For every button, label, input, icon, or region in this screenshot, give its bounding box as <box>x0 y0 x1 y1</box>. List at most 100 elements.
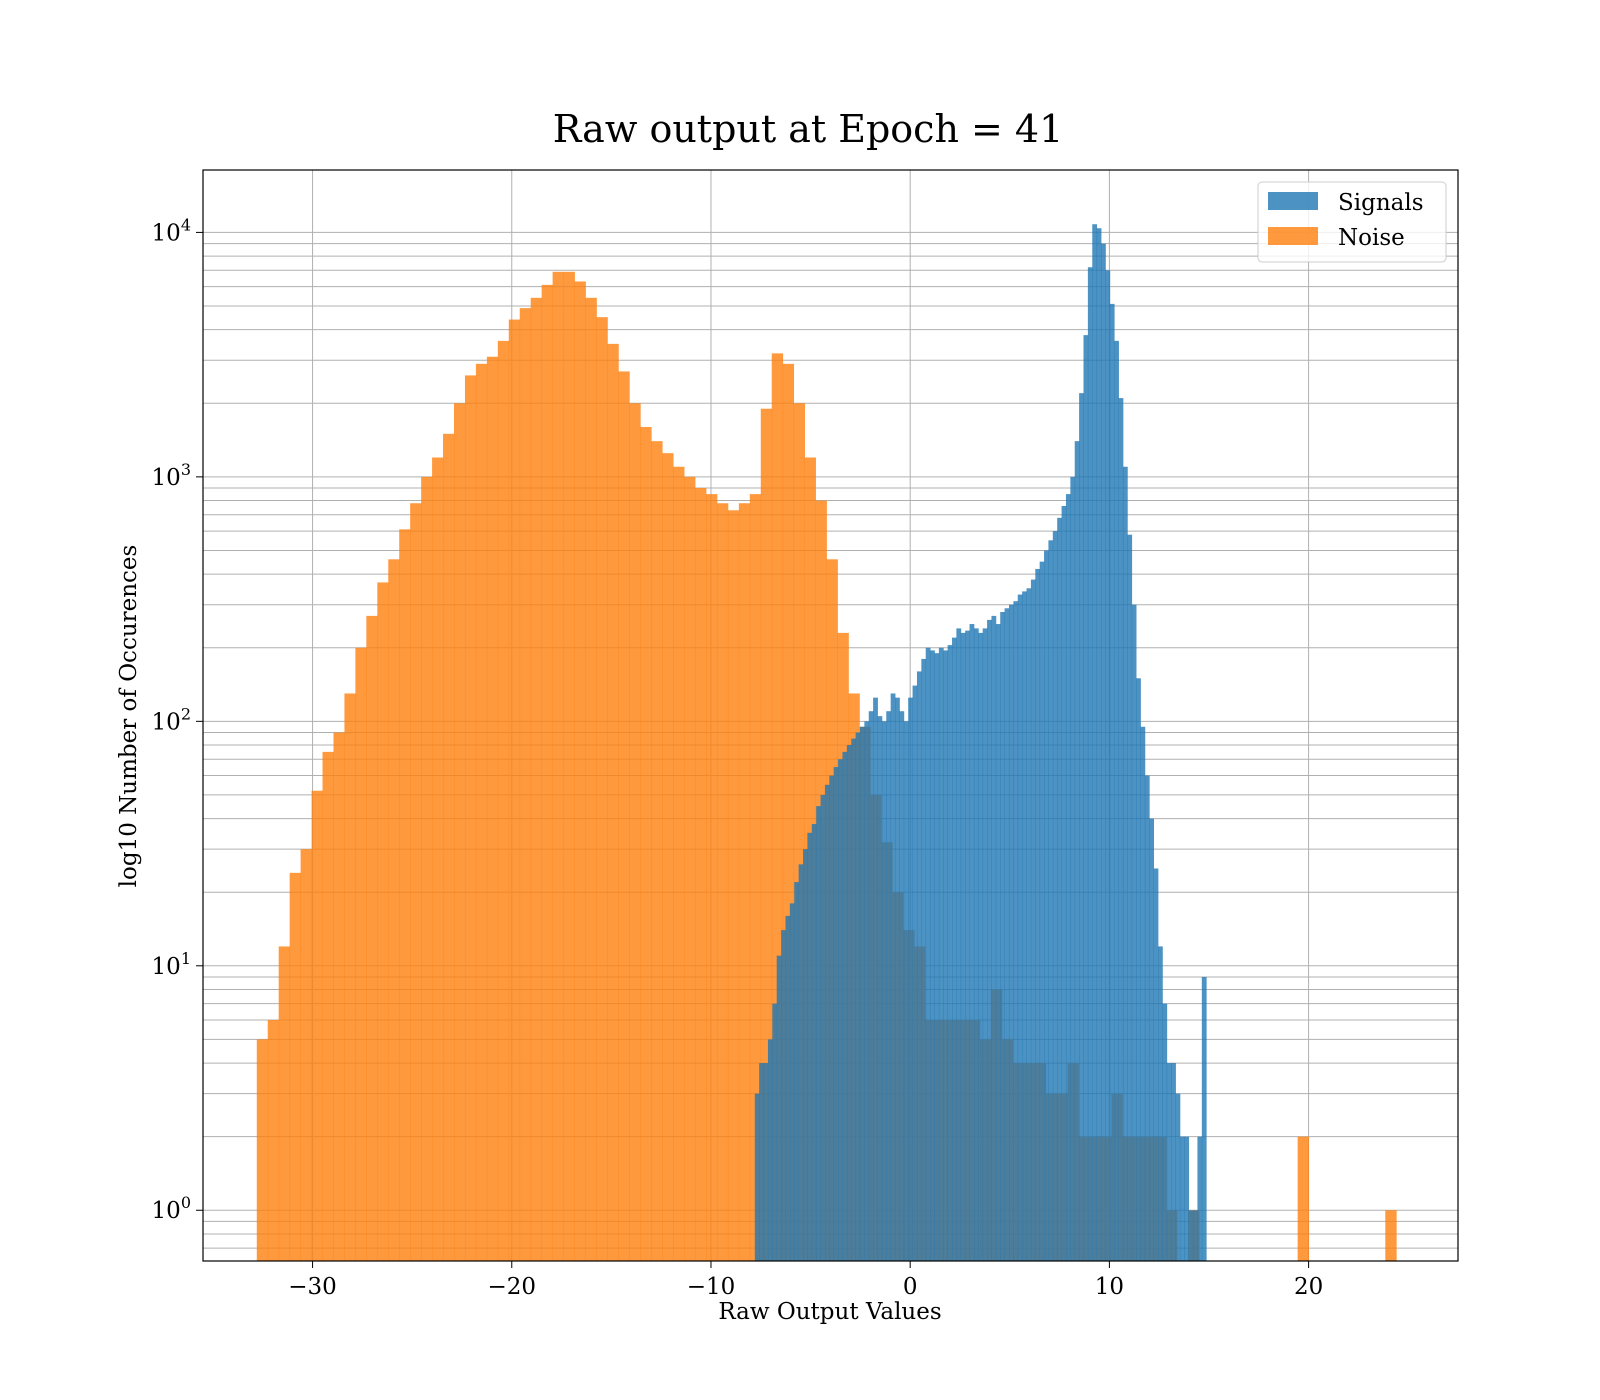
series-group <box>256 224 1397 1262</box>
signals-bar <box>1065 494 1071 1262</box>
noise-bar <box>519 308 532 1261</box>
y-tick-exponent: 4 <box>181 215 191 234</box>
noise-bar <box>443 433 455 1262</box>
x-tick-label: 10 <box>1095 1274 1124 1300</box>
chart-title: Raw output at Epoch = 41 <box>553 107 1064 151</box>
signals-bar <box>881 721 887 1261</box>
y-tick-base: 10 <box>152 465 181 491</box>
signals-bar <box>1008 604 1014 1261</box>
signals-bar <box>811 824 817 1261</box>
y-tick-exponent: 0 <box>181 1193 191 1212</box>
signals-bar <box>1083 335 1089 1262</box>
noise-bar <box>497 340 510 1261</box>
signals-bar <box>952 637 957 1261</box>
signals-bar <box>1149 818 1155 1261</box>
signals-bar <box>842 751 848 1261</box>
signals-bar <box>903 721 909 1261</box>
noise-bar <box>760 408 773 1262</box>
noise-bar <box>486 356 499 1261</box>
noise-bar <box>563 271 575 1261</box>
signals-bar <box>754 1093 760 1261</box>
noise-bar <box>552 271 564 1261</box>
noise-bar <box>278 946 291 1261</box>
noise-bar <box>574 281 586 1262</box>
signals-bar <box>1074 441 1080 1262</box>
signals-bar <box>916 671 922 1261</box>
signals-bar <box>1197 1136 1203 1261</box>
signals-bar <box>1101 243 1106 1261</box>
signals-bar <box>781 930 786 1261</box>
y-tick-exponent: 2 <box>181 704 191 723</box>
x-tick-label: −30 <box>288 1274 337 1300</box>
noise-bar <box>585 297 597 1261</box>
signals-bar <box>838 759 843 1261</box>
signals-bar <box>969 624 975 1261</box>
noise-bar <box>662 453 674 1261</box>
signals-bar <box>956 628 962 1261</box>
noise-bar <box>256 1039 269 1261</box>
signals-bar <box>1030 579 1036 1261</box>
noise-bar <box>377 582 389 1261</box>
legend-swatch-noise <box>1268 227 1318 245</box>
signals-bar <box>1153 868 1159 1261</box>
noise-bar <box>421 476 433 1261</box>
signals-bar <box>1166 1063 1172 1261</box>
signals-bar <box>1136 678 1141 1261</box>
noise-bar <box>388 559 400 1261</box>
signals-bar <box>1131 604 1137 1261</box>
noise-bar <box>410 503 422 1261</box>
signals-bar <box>1109 303 1115 1261</box>
noise-bar <box>727 510 740 1261</box>
signals-bar <box>890 693 896 1261</box>
signals-bar <box>1017 594 1023 1261</box>
x-axis-label: Raw Output Values <box>718 1299 941 1325</box>
noise-bar <box>322 751 334 1261</box>
noise-bar <box>618 371 630 1261</box>
signals-bar <box>1144 775 1150 1261</box>
signals-bar <box>824 784 830 1261</box>
y-tick-base: 10 <box>152 709 181 735</box>
signals-bar <box>1004 608 1010 1261</box>
signals-bar <box>1048 540 1054 1261</box>
signals-bar <box>794 882 800 1261</box>
noise-bar <box>508 319 521 1261</box>
signals-bar <box>1044 550 1049 1261</box>
signals-bar <box>1061 506 1067 1262</box>
legend-label-noise: Noise <box>1338 225 1405 251</box>
x-tick-label: 0 <box>903 1274 918 1300</box>
x-tick-label: −20 <box>487 1274 536 1300</box>
noise-bar <box>673 466 685 1261</box>
y-tick-base: 10 <box>152 220 181 246</box>
y-tick-label: 102 <box>152 704 191 735</box>
series-signals <box>754 224 1207 1262</box>
signals-bar <box>820 794 826 1261</box>
legend-swatch-signals <box>1268 192 1318 210</box>
signals-bar <box>987 619 992 1261</box>
noise-bar <box>793 403 806 1261</box>
signals-bar <box>807 832 813 1261</box>
signals-bar <box>1171 1063 1176 1261</box>
noise-bar <box>432 457 444 1261</box>
noise-bar <box>640 426 652 1262</box>
signals-bar <box>767 1039 773 1261</box>
y-tick-label: 104 <box>152 215 191 246</box>
y-axis-label: log10 Number of Occurences <box>116 545 142 888</box>
signals-bar <box>965 630 970 1261</box>
noise-bar <box>695 488 707 1261</box>
signals-bar <box>1184 1136 1190 1261</box>
signals-bar <box>1188 1210 1194 1261</box>
signals-bar <box>1052 531 1058 1261</box>
signals-bar <box>1201 976 1207 1261</box>
signals-bar <box>1175 1093 1181 1261</box>
signals-bar <box>873 697 878 1261</box>
noise-bar <box>366 615 378 1261</box>
signals-bar <box>1162 1003 1168 1261</box>
signals-bar <box>1092 224 1098 1261</box>
signals-bar <box>855 732 861 1261</box>
noise-bar <box>738 503 751 1261</box>
signals-bar <box>789 903 795 1261</box>
y-tick-label: 100 <box>152 1193 191 1224</box>
y-tick-exponent: 1 <box>181 949 191 968</box>
